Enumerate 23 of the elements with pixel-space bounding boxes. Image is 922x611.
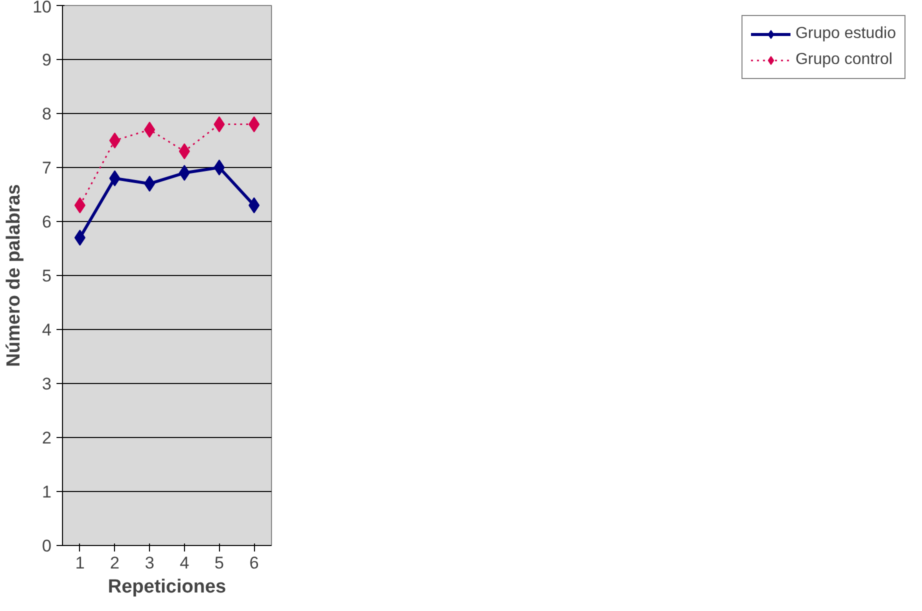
legend-label: Grupo estudio (795, 25, 896, 43)
y-tick-label: 6 (42, 212, 52, 232)
y-tick-label: 7 (42, 158, 52, 178)
y-tick-label: 3 (42, 374, 52, 394)
y-tick-label: 1 (42, 482, 52, 502)
legend-label: Grupo control (795, 51, 892, 69)
y-tick-label: 0 (42, 536, 52, 556)
x-tick-label: 3 (144, 554, 154, 572)
y-axis-title: Número de palabras (4, 184, 25, 367)
x-tick-label: 4 (180, 554, 190, 572)
y-tick-label: 2 (42, 428, 52, 448)
point (214, 160, 225, 176)
x-tick-label: 6 (249, 554, 259, 572)
x-tick-label: 2 (110, 554, 120, 572)
y-tick-label: 5 (42, 266, 52, 286)
x-axis-title: Repeticiones (108, 576, 226, 598)
x-tick-label: 1 (75, 554, 85, 572)
y-tick-label: 9 (42, 50, 52, 70)
y-tick-label: 10 (32, 0, 52, 16)
point (109, 132, 120, 148)
y-tick-label: 8 (42, 104, 52, 124)
x-tick-label: 5 (214, 554, 224, 572)
y-tick-label: 4 (42, 320, 52, 340)
